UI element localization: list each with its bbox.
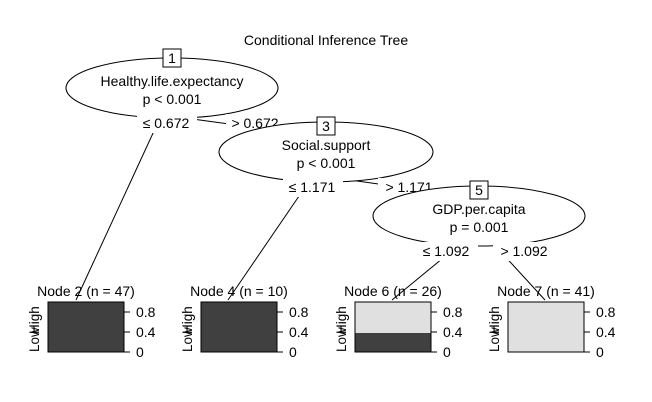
bar-low-segment [508, 302, 584, 352]
node-id-box [469, 180, 489, 200]
node-id: 1 [168, 50, 176, 66]
node-p-value: p < 0.001 [143, 91, 202, 107]
terminal-node-label: Node 2 (n = 47) [37, 283, 135, 299]
inner-node-3: 3 Social.support p < 0.001 ≤ 1.171 > 1.1… [218, 116, 440, 197]
node-id-box [162, 48, 182, 68]
class-label-low: Low [487, 327, 502, 352]
axis-tick-label: 0.8 [596, 304, 616, 320]
terminal-node-label: Node 6 (n = 26) [344, 283, 442, 299]
bar-frame [354, 301, 432, 353]
axis-tick-label: 0.4 [289, 324, 309, 340]
class-label-high: High [334, 306, 349, 334]
node-variable: Healthy.life.expectancy [101, 73, 244, 89]
class-label-low: Low [27, 327, 42, 352]
split-right-label: > 1.092 [500, 243, 547, 259]
class-label-high: High [27, 306, 42, 334]
node-p-value: p = 0.001 [450, 219, 509, 235]
bar-frame [200, 301, 278, 353]
terminal-node-label: Node 4 (n = 10) [190, 283, 288, 299]
axis-tick-label: 0.8 [289, 304, 309, 320]
bar-high-segment [201, 302, 277, 352]
split-left-label: ≤ 0.672 [143, 115, 190, 131]
node-variable: GDP.per.capita [432, 201, 525, 217]
axis-tick-label: 0 [136, 344, 144, 360]
axis-tick-label: 0 [596, 344, 604, 360]
split-left-label: ≤ 1.092 [423, 243, 470, 259]
class-label-low: Low [334, 327, 349, 352]
split-left-label: ≤ 1.171 [289, 179, 336, 195]
bar-frame [507, 301, 585, 353]
node-id-box [316, 116, 336, 136]
node-id: 5 [475, 182, 483, 198]
axis-tick-label: 0.4 [443, 324, 463, 340]
axis-tick-label: 0 [443, 344, 451, 360]
chart-title: Conditional Inference Tree [244, 32, 408, 48]
axis-tick-label: 0.4 [596, 324, 616, 340]
axis-tick-label: 0.8 [136, 304, 156, 320]
node-variable: Social.support [282, 137, 371, 153]
bar-frame [47, 301, 125, 353]
axis-tick-label: 0.4 [136, 324, 156, 340]
bar-high-segment [48, 302, 124, 352]
axis-tick-label: 0.8 [443, 304, 463, 320]
class-label-low: Low [180, 327, 195, 352]
bar-high-segment [355, 333, 431, 352]
node-id: 3 [322, 118, 330, 134]
axis-tick-label: 0 [289, 344, 297, 360]
terminal-node-label: Node 7 (n = 41) [497, 283, 595, 299]
edge-1-2 [75, 117, 161, 301]
node-p-value: p < 0.001 [297, 155, 356, 171]
edge-3-4 [227, 179, 311, 301]
inner-node-5: 5 GDP.per.capita p = 0.001 ≤ 1.092 > 1.0… [372, 180, 586, 261]
inner-node-1: 1 Healthy.life.expectancy p < 0.001 ≤ 0.… [65, 48, 284, 133]
class-label-high: High [180, 306, 195, 334]
bar-low-segment [355, 302, 431, 333]
class-label-high: High [487, 306, 502, 334]
